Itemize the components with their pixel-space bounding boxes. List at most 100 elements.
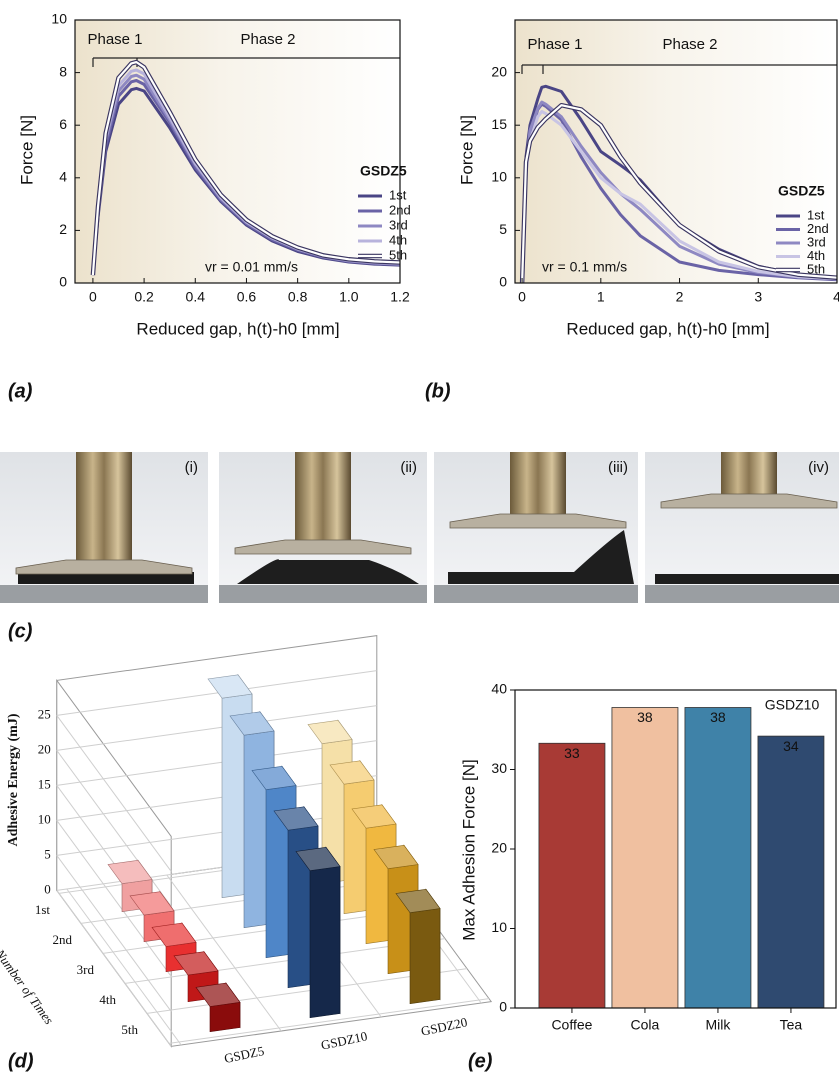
y-tick-label: 0	[59, 274, 67, 290]
grid-line	[56, 820, 172, 977]
x-tick-label: Milk	[705, 1017, 731, 1033]
plate	[15, 559, 193, 575]
value-label: 34	[783, 738, 799, 754]
x-tick-label: 0	[518, 289, 526, 305]
grid-line	[56, 855, 172, 1012]
bar	[757, 735, 825, 1009]
grid-line	[56, 670, 377, 716]
grid-line	[56, 890, 172, 1047]
bar-top	[195, 982, 241, 1007]
time-label: 5th	[121, 1022, 138, 1037]
photo: (i)	[0, 452, 208, 603]
panel-label: (b)	[425, 380, 451, 402]
sample	[18, 572, 194, 584]
photo-base	[434, 585, 638, 603]
legend-title: GSDZ5	[778, 183, 825, 199]
plate	[449, 513, 627, 529]
legend-label: 1st	[389, 187, 407, 202]
x-tick-label: Tea	[780, 1017, 803, 1033]
legend-label: 4th	[807, 248, 825, 263]
z-tick-label: 25	[38, 706, 51, 721]
floor-grid	[166, 874, 282, 1032]
bar-top	[351, 804, 397, 829]
bar-top	[251, 765, 297, 791]
photo-base	[0, 585, 208, 603]
legend-label: 1st	[807, 207, 825, 222]
bar-top	[207, 674, 253, 699]
x-axis-label: Reduced gap, h(t)-h0 [mm]	[566, 319, 769, 338]
bar-top	[129, 891, 175, 916]
annotation: vr = 0.1 mm/s	[542, 259, 627, 275]
z-tick-label: 20	[38, 741, 51, 756]
z-tick-label: 10	[38, 811, 51, 826]
photo: (iii)	[434, 452, 638, 603]
time-label: 4th	[99, 992, 116, 1007]
y-axis-label: Max Adhesion Force [N]	[459, 759, 478, 940]
legend-label: 3rd	[807, 234, 826, 249]
bar-front	[209, 1001, 241, 1033]
plate	[660, 493, 838, 509]
annotation: Phase 2	[240, 31, 295, 48]
y-tick-label: 10	[51, 11, 67, 27]
y-tick-label: 40	[491, 681, 507, 697]
bar-top	[295, 846, 341, 872]
sample	[448, 530, 634, 584]
panel-label: (a)	[8, 380, 33, 402]
z-axis-label: Adhesive Energy (mJ)	[6, 713, 21, 846]
x-tick-label: 4	[833, 289, 839, 305]
bar-top	[373, 844, 419, 870]
category-label: GSDZ10	[320, 1028, 369, 1052]
bar-top	[151, 922, 197, 947]
floor-grid	[66, 888, 182, 1046]
y-tick-label: 20	[491, 63, 507, 79]
z-tick-label: 5	[44, 846, 51, 861]
photo-label: (iii)	[608, 459, 628, 476]
bar	[684, 707, 752, 1009]
x-tick-label: 1	[597, 289, 605, 305]
value-label: 33	[564, 745, 580, 761]
annotation: GSDZ10	[765, 697, 820, 713]
rod	[295, 452, 351, 542]
x-tick-label: 1.2	[390, 289, 410, 305]
value-label: 38	[710, 709, 726, 725]
grid-line	[56, 705, 377, 751]
line	[521, 104, 838, 284]
y-axis-label: Force [N]	[457, 115, 476, 185]
bar-top	[107, 859, 153, 885]
annotation: vr = 0.01 mm/s	[205, 259, 298, 275]
y-tick-label: 15	[491, 116, 507, 132]
y-tick-label: 4	[59, 169, 67, 185]
photo: (ii)	[219, 452, 427, 603]
time-label: 3rd	[77, 962, 95, 977]
x-axis-label: Reduced gap, h(t)-h0 [mm]	[136, 319, 339, 338]
x-tick-label: 0.6	[237, 289, 257, 305]
plot-background	[75, 20, 400, 283]
y-tick-label: 30	[491, 760, 507, 776]
line	[520, 110, 838, 284]
floor-grid	[168, 998, 490, 1044]
x-tick-label: 0	[89, 289, 97, 305]
bar-top	[273, 806, 319, 831]
legend-label: 5th	[389, 247, 407, 262]
plate	[234, 539, 412, 555]
bar-top	[329, 760, 375, 785]
category-label: GSDZ5	[223, 1043, 266, 1066]
legend-label: 5th	[807, 261, 825, 276]
bar	[611, 707, 679, 1009]
y-tick-label: 8	[59, 63, 67, 79]
photo-label: (ii)	[400, 459, 417, 476]
x-tick-label: 0.8	[288, 289, 308, 305]
y-tick-label: 10	[491, 919, 507, 935]
photo-base	[219, 585, 427, 603]
bar-front	[309, 866, 341, 1019]
legend-label: 2nd	[389, 202, 411, 217]
y-axis-label: Force [N]	[17, 115, 36, 185]
plot-frame	[74, 19, 401, 284]
x-tick-label: 1.0	[339, 289, 359, 305]
photo-label: (i)	[185, 459, 198, 476]
time-label: 2nd	[53, 932, 73, 947]
photo-strip: (i) (ii) (iii) (iv)	[0, 452, 839, 603]
panel-label: (d)	[8, 1050, 34, 1072]
